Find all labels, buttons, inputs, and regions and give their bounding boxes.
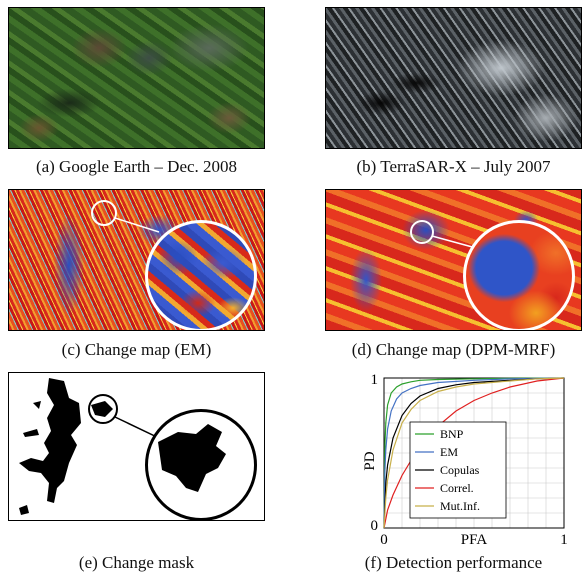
zoom-connector-d (431, 235, 477, 249)
terrasar-x-image (325, 7, 582, 149)
roc-curve-mut-inf (383, 377, 565, 529)
change-mask (8, 372, 265, 521)
y-tick-label: 1 (371, 372, 379, 388)
caption-e: (e) Change mask (78, 553, 195, 572)
roc-chart: 0 1 0 1 PFA PD BNP EM Copulas Correl. Mut.Inf. (350, 370, 582, 550)
magnified-view-d (463, 220, 575, 330)
roc-curve-em (383, 377, 565, 529)
change-map-dpm-mrf (325, 189, 582, 331)
magnified-mask-shape (158, 424, 226, 492)
plot-frame (383, 377, 565, 529)
roc-curve-bnp (383, 377, 565, 529)
y-tick-label: 0 (371, 518, 379, 534)
caption-f: (f) Detection performance (364, 553, 543, 572)
magnified-view-e (145, 409, 257, 520)
caption-b: (b) TerraSAR-X – July 2007 (356, 157, 551, 176)
google-earth-image (8, 7, 265, 149)
legend-label: Copulas (440, 463, 480, 477)
x-tick-label: 1 (560, 532, 568, 548)
zoom-connector-c (114, 217, 160, 233)
magnified-view-c (145, 220, 257, 330)
x-axis-label: PFA (461, 532, 488, 548)
roc-chart-svg: 0 1 0 1 PFA PD BNP EM Copulas Correl. Mut.Inf. (362, 372, 568, 548)
change-map-em (8, 189, 265, 331)
y-axis-label: PD (362, 451, 378, 470)
roc-curve-copulas (383, 377, 565, 529)
legend-label: Correl. (440, 481, 474, 495)
change-mask-shape (19, 378, 162, 515)
caption-a: (a) Google Earth – Dec. 2008 (35, 157, 238, 176)
legend-label: EM (440, 445, 458, 459)
zoom-region-marker-d (410, 220, 434, 244)
zoom-region-marker-c (91, 200, 117, 226)
caption-d: (d) Change map (DPM-MRF) (351, 340, 556, 359)
legend-label: Mut.Inf. (440, 499, 480, 513)
legend-label: BNP (440, 427, 464, 441)
x-tick-label: 0 (380, 532, 388, 548)
caption-c: (c) Change map (EM) (61, 340, 212, 359)
